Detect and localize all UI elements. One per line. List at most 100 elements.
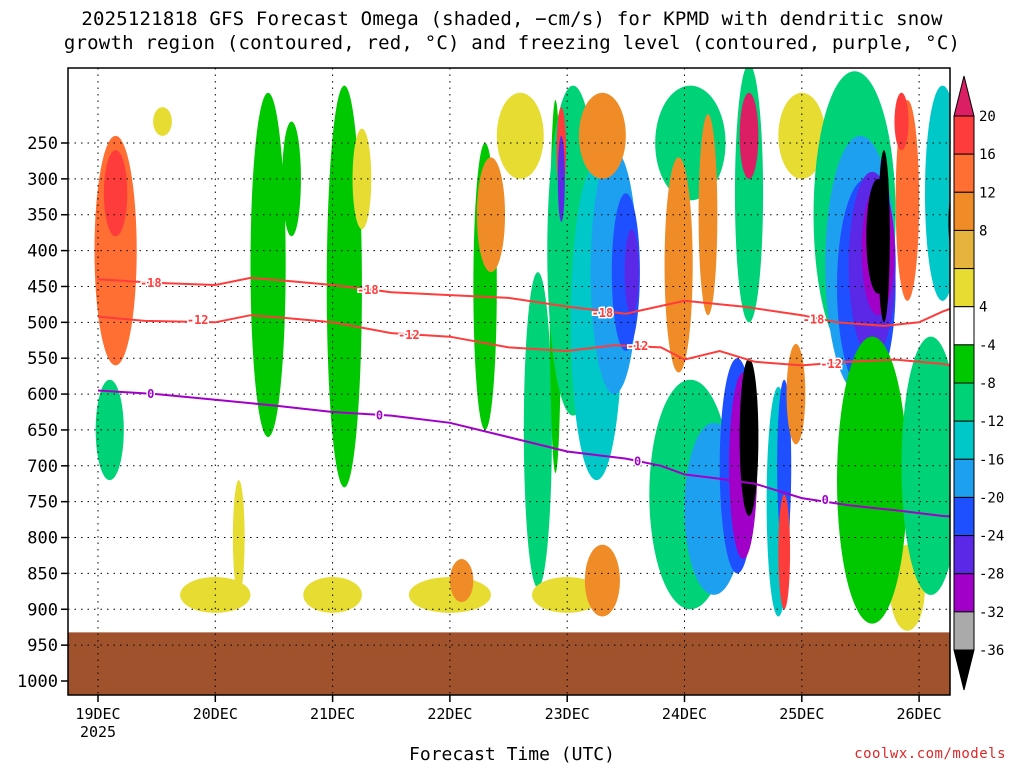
x-tick-label: 23DEC xyxy=(545,705,590,723)
omega-region xyxy=(786,343,806,445)
colorbar-bin xyxy=(953,573,975,613)
contour-line-0 xyxy=(97,389,950,518)
contour-label: -18 xyxy=(803,312,825,326)
colorbar-bin xyxy=(953,344,975,384)
colorbar-bin xyxy=(953,535,975,575)
omega-region xyxy=(836,336,908,624)
colorbar-bin xyxy=(953,153,975,193)
omega-region xyxy=(523,272,552,588)
contour-label: -18 xyxy=(592,306,614,320)
colorbar-label: 20 xyxy=(979,109,996,125)
omega-region xyxy=(449,559,474,603)
terrain-fill xyxy=(68,632,950,695)
colorbar-bin xyxy=(953,420,975,460)
omega-region xyxy=(624,229,639,316)
chart-title-line1: 2025121818 GFS Forecast Omega (shaded, −… xyxy=(81,8,943,30)
colorbar-bin xyxy=(953,268,975,308)
contour-label: 0 xyxy=(376,409,383,423)
x-axis-title: Forecast Time (UTC) xyxy=(409,744,615,765)
x-tick-label: 26DEC xyxy=(897,705,942,723)
contour-label: 0 xyxy=(822,493,829,507)
omega-region xyxy=(103,150,128,237)
y-tick-label: 950 xyxy=(27,636,58,656)
colorbar-bin xyxy=(953,191,975,231)
y-tick-label: 250 xyxy=(27,134,58,154)
contour-label: -12 xyxy=(627,339,649,353)
omega-region xyxy=(698,114,718,316)
colorbar-label: 16 xyxy=(979,147,996,163)
x-tick-label: 24DEC xyxy=(662,705,707,723)
omega-region xyxy=(901,336,950,595)
contour-label: 0 xyxy=(147,387,154,401)
x-tick-label: 25DEC xyxy=(779,705,824,723)
colorbar-label: -16 xyxy=(979,452,1004,468)
colorbar-label: -36 xyxy=(979,643,1004,659)
x-tick-sublabel: 2025 xyxy=(80,723,116,741)
omega-region xyxy=(878,150,890,323)
omega-region xyxy=(557,135,565,222)
colorbar-bin xyxy=(953,115,975,155)
omega-region xyxy=(282,121,301,237)
colorbar-label: -12 xyxy=(979,414,1004,430)
omega-region xyxy=(664,157,693,373)
y-tick-label: 750 xyxy=(27,493,58,513)
plot-frame xyxy=(67,67,951,696)
y-tick-label: 1000 xyxy=(17,672,58,692)
y-tick-label: 600 xyxy=(27,385,58,405)
colorbar-bin xyxy=(953,649,975,691)
contour-label: -12 xyxy=(187,313,209,327)
colorbar-bin xyxy=(953,496,975,537)
omega-region xyxy=(924,85,950,301)
omega-region xyxy=(250,92,286,438)
x-tick-label: 21DEC xyxy=(310,705,355,723)
omega-region xyxy=(739,92,759,179)
colorbar-label: -4 xyxy=(979,338,996,354)
x-tick-label: 22DEC xyxy=(427,705,472,723)
omega-region xyxy=(778,494,791,610)
x-tick-label: 20DEC xyxy=(193,705,238,723)
colorbar-label: -32 xyxy=(979,605,1004,621)
chart-title-line2: growth region (contoured, red, °C) and f… xyxy=(63,32,961,54)
omega-region xyxy=(894,92,909,151)
contour-line--18 xyxy=(97,276,950,327)
colorbar-bin xyxy=(953,458,975,498)
colorbar-bin xyxy=(953,75,975,117)
colorbar-label: -20 xyxy=(979,490,1004,506)
credit-text: coolwx.com/models xyxy=(854,746,1006,762)
colorbar-bin xyxy=(953,229,975,270)
y-tick-label: 700 xyxy=(27,457,58,477)
omega-region xyxy=(496,92,544,179)
omega-region xyxy=(584,544,620,617)
contour-line--12 xyxy=(97,314,950,367)
y-tick-label: 650 xyxy=(27,421,58,441)
y-tick-label: 850 xyxy=(27,564,58,584)
y-tick-label: 500 xyxy=(27,313,58,333)
y-tick-label: 300 xyxy=(27,170,58,190)
colorbar-bin xyxy=(953,306,975,346)
omega-region xyxy=(95,379,124,481)
omega-region xyxy=(778,92,826,179)
y-tick-label: 900 xyxy=(27,600,58,620)
omega-region xyxy=(232,480,245,595)
y-tick-label: 400 xyxy=(27,242,58,262)
y-tick-label: 800 xyxy=(27,529,58,549)
contour-label: 0 xyxy=(634,454,641,468)
colorbar-label: -28 xyxy=(979,567,1004,583)
colorbar-label: -24 xyxy=(979,529,1004,545)
omega-region xyxy=(578,92,626,179)
y-tick-label: 350 xyxy=(27,206,58,226)
colorbar-label: -8 xyxy=(979,376,996,392)
colorbar-bin xyxy=(953,611,975,651)
x-tick-label: 19DEC xyxy=(75,705,120,723)
contour-label: -12 xyxy=(820,357,842,371)
contour-label: -18 xyxy=(357,283,379,297)
contour-label: -12 xyxy=(398,328,420,342)
colorbar-label: 4 xyxy=(979,300,987,316)
omega-region xyxy=(153,107,172,136)
omega-region xyxy=(739,358,759,517)
y-tick-label: 450 xyxy=(27,277,58,297)
y-tick-label: 550 xyxy=(27,349,58,369)
colorbar-label: 12 xyxy=(979,185,996,201)
colorbar-bin xyxy=(953,382,975,422)
